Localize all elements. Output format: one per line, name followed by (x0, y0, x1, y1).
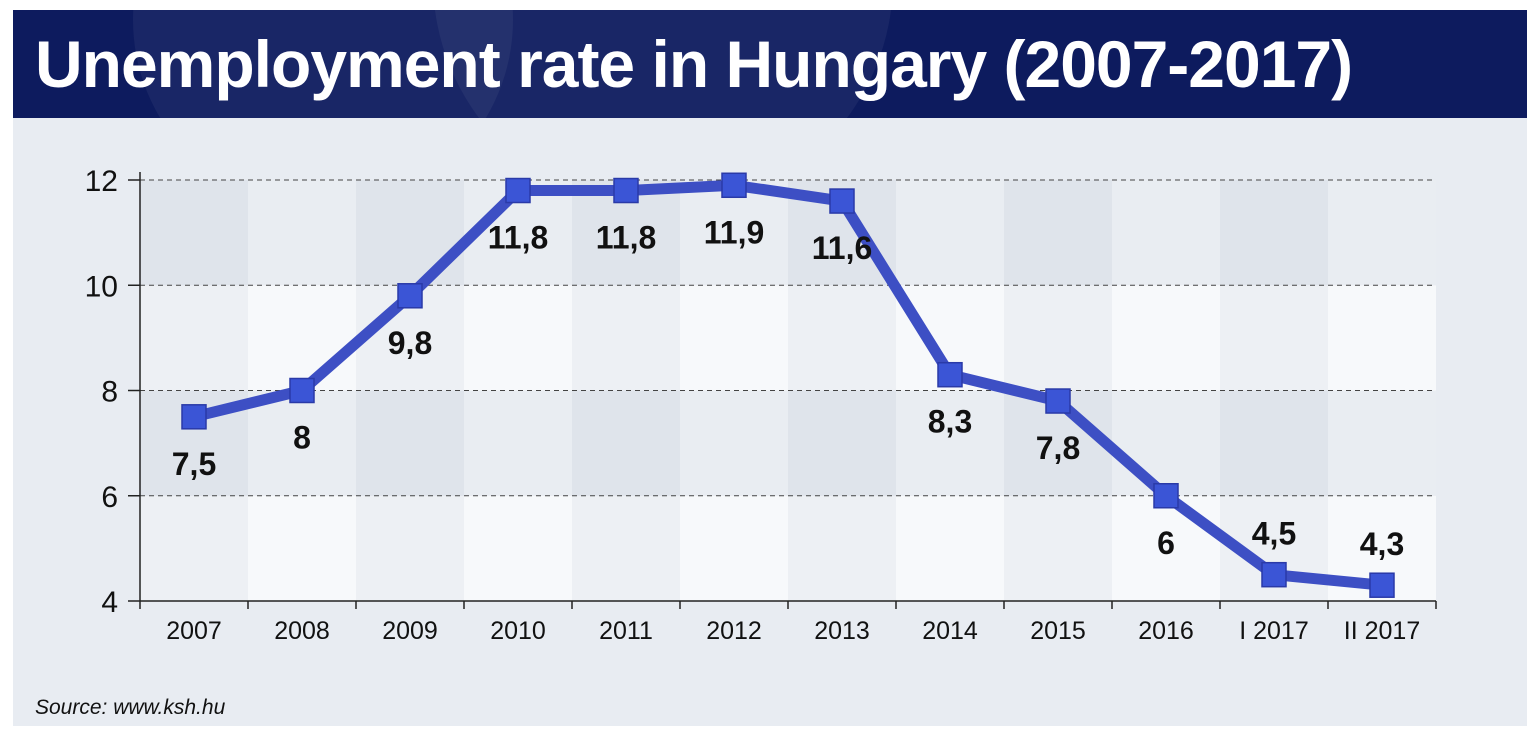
data-point-marker (829, 188, 855, 214)
background-band (896, 495, 1004, 601)
header-decoration (433, 10, 893, 118)
background-band (1220, 285, 1328, 391)
data-point-marker (1045, 388, 1071, 414)
x-tick-label: 2010 (490, 617, 546, 645)
data-label: 7,5 (172, 446, 216, 482)
background-band (1004, 285, 1112, 391)
data-markers (181, 172, 1395, 598)
background-band (1220, 180, 1328, 286)
background-band (248, 285, 356, 391)
data-point-marker (289, 377, 315, 404)
background-band (1220, 390, 1328, 496)
background-band (464, 390, 572, 496)
data-point-marker (613, 177, 639, 204)
x-tick-label: 2013 (814, 617, 870, 645)
data-label: 6 (1157, 525, 1175, 561)
background-band (680, 495, 788, 601)
background-band (1328, 390, 1436, 496)
data-label: 11,8 (596, 220, 657, 256)
background-band (1112, 285, 1220, 391)
background-band (788, 390, 896, 496)
background-band (356, 390, 464, 496)
background-band (1004, 180, 1112, 286)
data-point-marker (721, 172, 747, 199)
background-band (680, 390, 788, 496)
background-band (464, 495, 572, 601)
chart-title: Unemployment rate in Hungary (2007-2017) (35, 27, 1353, 101)
x-tick-label: II 2017 (1344, 617, 1420, 645)
chart-card: Unemployment rate in Hungary (2007-2017)… (13, 10, 1527, 726)
data-label: 4,3 (1360, 526, 1404, 562)
data-point-marker (1153, 483, 1179, 509)
background-band (1328, 180, 1436, 286)
data-label: 9,8 (388, 325, 432, 361)
background-band (788, 495, 896, 601)
background-band (140, 180, 248, 286)
background-band (680, 285, 788, 391)
header-decoration (133, 10, 513, 118)
x-tick-label: 2008 (274, 617, 330, 645)
y-axis-ticks: 4 6 8 10 12 (85, 165, 140, 619)
data-label: 8,3 (928, 404, 972, 440)
background-band (248, 180, 356, 286)
background-band (248, 495, 356, 601)
y-tick-label: 8 (101, 376, 118, 409)
data-label: 11,9 (704, 214, 765, 250)
background-band (1004, 495, 1112, 601)
data-label: 7,8 (1036, 430, 1080, 466)
background-band (140, 495, 248, 601)
x-tick-label: I 2017 (1239, 617, 1309, 645)
data-point-marker (937, 361, 963, 388)
data-labels: 7,5 8 9,8 11,8 11,8 11,9 11,6 8,3 7,8 6 4,5 4,3 (172, 214, 1404, 562)
background-band (572, 390, 680, 496)
gridlines (140, 179, 1436, 497)
background-bands (140, 180, 1436, 601)
data-point-marker (397, 283, 423, 309)
data-label: 8 (293, 420, 311, 456)
data-point-marker (1369, 572, 1395, 598)
background-band (356, 495, 464, 601)
background-band (464, 285, 572, 391)
background-band (788, 285, 896, 391)
background-band (896, 180, 1004, 286)
x-tick-label: 2007 (166, 617, 222, 645)
background-band (1112, 180, 1220, 286)
background-band (248, 390, 356, 496)
y-tick-label: 6 (101, 481, 118, 514)
background-band (1112, 495, 1220, 601)
x-tick-label: 2014 (922, 617, 978, 645)
line-chart: 4 6 8 10 12 2007 2008 2009 2010 2011 2012 2013 2014… (85, 165, 1437, 645)
data-point-marker (181, 404, 207, 430)
background-band (1328, 285, 1436, 391)
x-tick-label: 2012 (706, 617, 762, 645)
series-line (188, 179, 1388, 591)
y-tick-label: 4 (101, 586, 118, 619)
background-band (572, 285, 680, 391)
background-band (356, 180, 464, 286)
background-band (140, 285, 248, 391)
data-point-marker (1261, 561, 1287, 588)
x-tick-label: 2015 (1030, 617, 1086, 645)
source-note: Source: www.ksh.hu (35, 696, 226, 719)
y-tick-label: 10 (85, 270, 118, 303)
x-tick-label: 2016 (1138, 617, 1194, 645)
data-label: 11,6 (812, 230, 873, 266)
background-band (572, 495, 680, 601)
y-tick-label: 12 (85, 165, 118, 198)
background-band (1112, 390, 1220, 496)
data-point-marker (505, 177, 531, 204)
title-bar: Unemployment rate in Hungary (2007-2017) (13, 10, 1527, 118)
data-label: 4,5 (1252, 516, 1296, 552)
x-axis-ticks: 2007 2008 2009 2010 2011 2012 2013 2014 2015 2016… (139, 601, 1437, 645)
data-label: 11,8 (488, 220, 549, 256)
background-band (896, 390, 1004, 496)
series-line-path (188, 179, 1388, 591)
x-tick-label: 2009 (382, 617, 438, 645)
x-tick-label: 2011 (599, 617, 653, 645)
